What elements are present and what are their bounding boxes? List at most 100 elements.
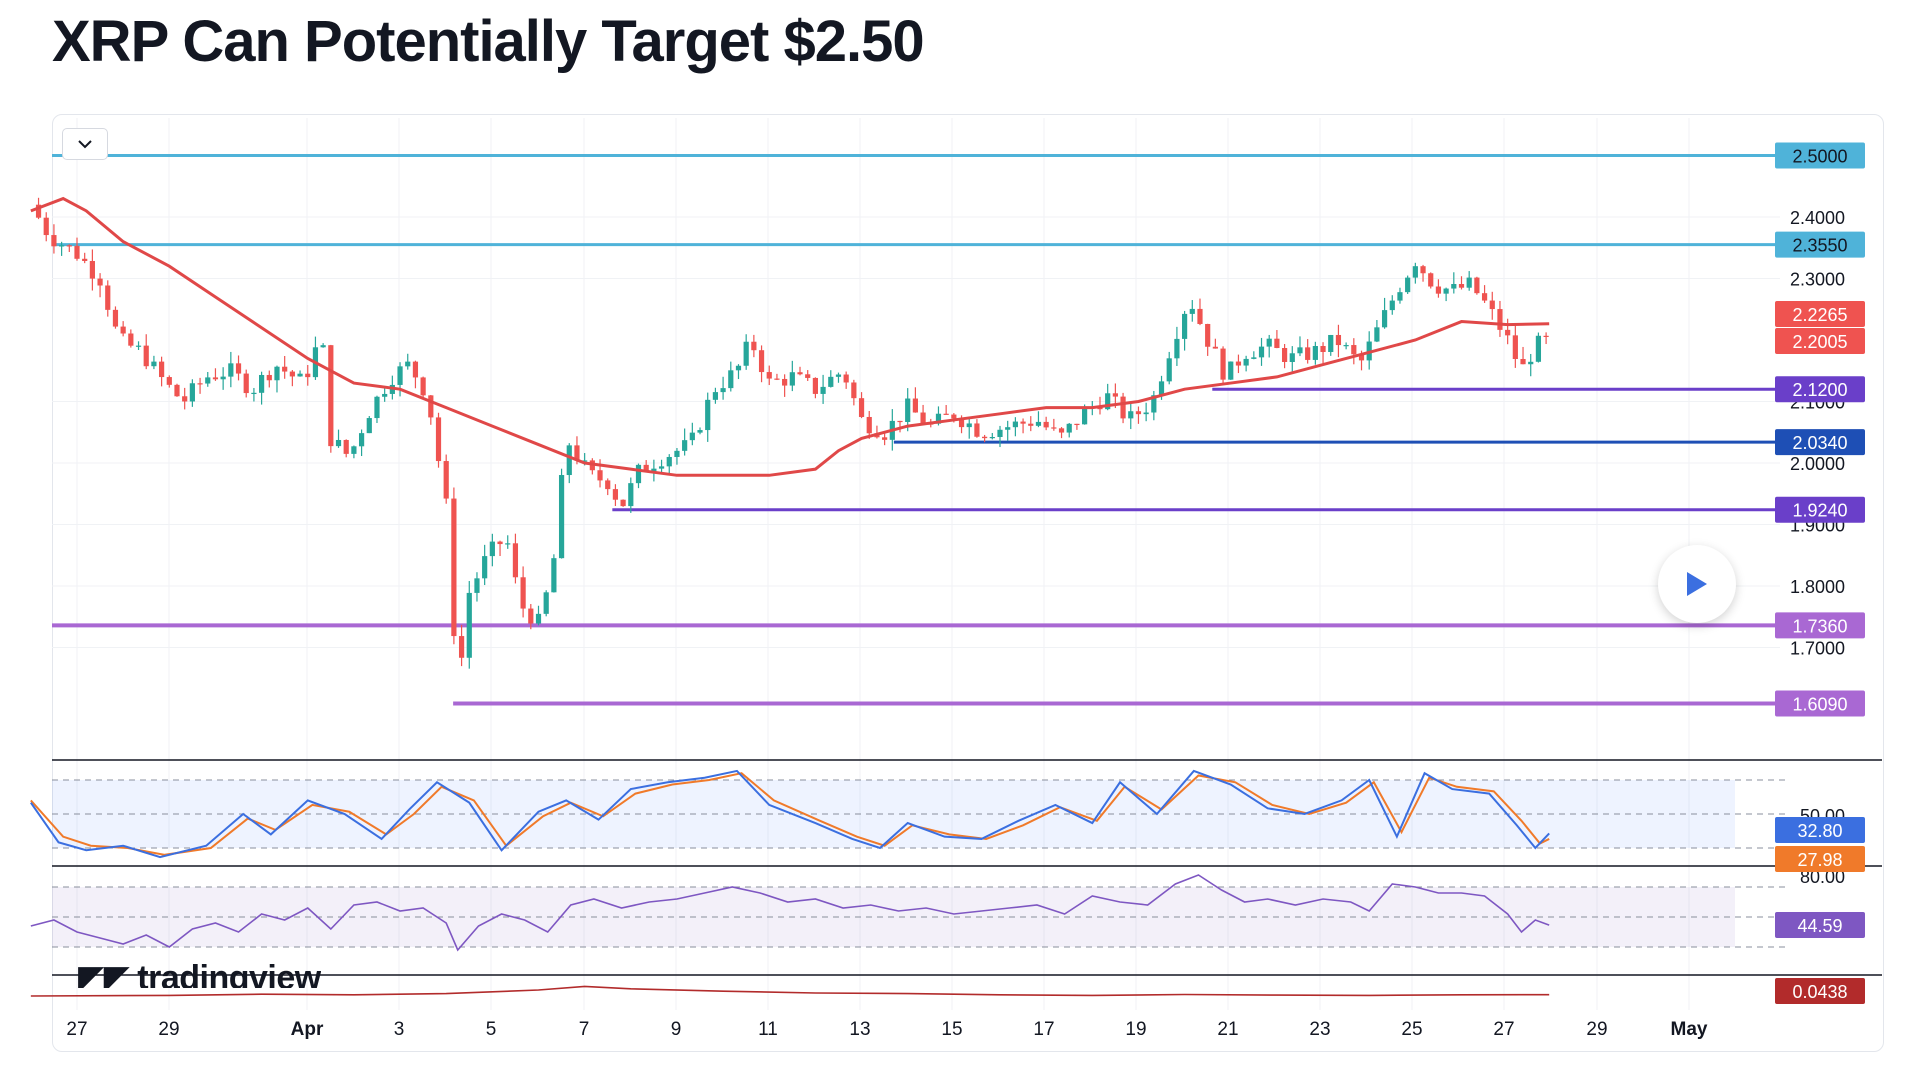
candle-body xyxy=(274,366,280,381)
candle-body xyxy=(1412,266,1418,278)
candle-body xyxy=(1528,361,1534,365)
candle-body xyxy=(666,456,672,467)
candle-body xyxy=(174,384,180,397)
candle-body xyxy=(1512,335,1518,359)
candle-body xyxy=(682,440,688,451)
candle-body xyxy=(728,370,734,389)
candle-body xyxy=(1428,273,1434,287)
candle-body xyxy=(66,245,72,247)
candle-body xyxy=(605,480,611,490)
candle-body xyxy=(1235,361,1242,366)
price-tag-label: 2.2265 xyxy=(1792,305,1847,325)
candle-body xyxy=(935,413,942,424)
candle-body xyxy=(866,416,872,434)
price-level-tag-label: 2.1200 xyxy=(1792,380,1847,400)
candle-body xyxy=(1435,286,1442,294)
candle-body xyxy=(1112,393,1118,397)
candle-body xyxy=(1381,310,1388,328)
candle-body xyxy=(1120,396,1126,419)
stochastic-k-tag-bg xyxy=(1775,817,1865,843)
candle-body xyxy=(1128,411,1134,419)
time-axis-label: 23 xyxy=(1309,1019,1330,1040)
candle-body xyxy=(789,372,795,386)
candle-body xyxy=(166,377,172,385)
candle-body xyxy=(105,285,111,310)
candle-body xyxy=(235,363,242,374)
candle-body xyxy=(35,204,42,218)
candle-body xyxy=(1474,277,1480,294)
price-level-tag-label: 2.5000 xyxy=(1792,147,1847,167)
candle-body xyxy=(358,433,365,447)
candle-body xyxy=(489,541,495,557)
candle-body xyxy=(1405,277,1411,293)
price-tag-label: 2.2005 xyxy=(1792,332,1847,352)
candle-body xyxy=(635,464,642,484)
price-level-tag: 1.9240 xyxy=(1775,496,1865,523)
chevron-down-icon xyxy=(78,139,92,148)
candle-body xyxy=(51,235,57,247)
price-level-tag-label: 1.9240 xyxy=(1792,501,1847,521)
candle-body xyxy=(43,217,49,236)
bottom-indicator-tag-label: 0.0438 xyxy=(1792,982,1847,1002)
candle-body xyxy=(1420,266,1426,274)
candle-body xyxy=(1228,361,1234,380)
candle-body xyxy=(958,418,965,428)
candle-body xyxy=(1012,421,1018,428)
candle-body xyxy=(1251,357,1257,359)
time-axis-label: 7 xyxy=(579,1019,590,1040)
page-title: XRP Can Potentially Target $2.50 xyxy=(52,9,925,74)
candle-body xyxy=(705,399,711,431)
candle-body xyxy=(1020,421,1026,424)
price-axis-label: 2.4000 xyxy=(1790,208,1845,228)
price-level-tag: 2.1200 xyxy=(1775,376,1865,403)
candle-body xyxy=(112,309,119,327)
stochastic-d-tag-label: 27.98 xyxy=(1797,850,1842,870)
candle-body xyxy=(82,258,88,261)
candle-body xyxy=(482,556,488,579)
candle-body xyxy=(1312,345,1318,360)
candle-body xyxy=(1043,421,1049,428)
candle-body xyxy=(151,361,157,367)
candle-body xyxy=(1051,427,1057,429)
candle-body xyxy=(697,430,703,433)
candle-body xyxy=(912,398,918,413)
candle-body xyxy=(982,436,988,439)
collapse-button[interactable] xyxy=(62,128,108,160)
candle-body xyxy=(1158,381,1165,396)
candle-body xyxy=(128,333,134,346)
price-axis-label: 1.7000 xyxy=(1790,639,1845,659)
moving-average-line xyxy=(30,196,1550,477)
time-axis-label: 29 xyxy=(1586,1019,1607,1040)
candle-body xyxy=(1058,428,1065,433)
candle-body xyxy=(143,345,149,367)
price-levels xyxy=(52,154,1780,706)
bottom-indicator-line xyxy=(30,985,1550,997)
candle-body xyxy=(974,423,980,437)
candle-body xyxy=(712,392,719,400)
candle-body xyxy=(1281,348,1288,362)
candle-body xyxy=(1520,358,1526,365)
candle-body xyxy=(59,245,65,247)
candle-body xyxy=(989,437,995,439)
stochastic-d-line xyxy=(30,772,1550,856)
candle-body xyxy=(1358,354,1365,361)
price-axis-label: 1.8000 xyxy=(1790,577,1845,597)
candle-body xyxy=(458,636,465,658)
candle-body xyxy=(858,398,865,417)
candle-body xyxy=(443,461,449,499)
candle-body xyxy=(451,498,457,637)
tradingview-logo-text: tradingview xyxy=(137,959,321,988)
price-level-tag-label: 1.7360 xyxy=(1792,616,1847,636)
time-axis-label: 27 xyxy=(1493,1019,1514,1040)
candle-body xyxy=(758,350,765,373)
candle-body xyxy=(805,374,811,378)
candle-body xyxy=(543,592,549,614)
candle-body xyxy=(1489,300,1495,310)
candle-body xyxy=(1466,277,1472,288)
candle-body xyxy=(474,578,480,593)
candle-body xyxy=(505,543,511,545)
play-button[interactable] xyxy=(1658,545,1736,623)
candle-body xyxy=(512,543,519,578)
candle-body xyxy=(397,366,403,385)
